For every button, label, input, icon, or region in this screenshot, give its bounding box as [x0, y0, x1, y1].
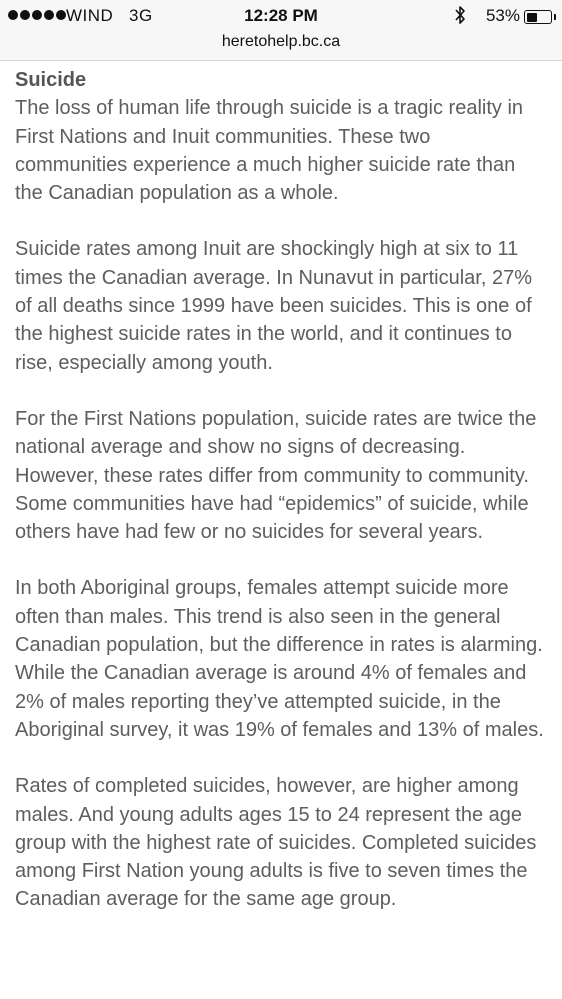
clock: 12:28 PM — [244, 6, 318, 25]
battery-icon — [524, 10, 552, 24]
article-paragraph-3: For the First Nations population, suicid… — [15, 407, 537, 544]
article-paragraph-2: Suicide rates among Inuit are shockingly… — [15, 238, 532, 374]
bluetooth-icon — [455, 6, 465, 24]
battery-tip — [553, 14, 556, 20]
article-paragraph-4: In both Aboriginal groups, females attem… — [15, 577, 544, 741]
article-paragraph-1: The loss of human life through suicide i… — [15, 97, 524, 205]
address-bar[interactable]: heretohelp.bc.ca — [221, 33, 341, 50]
browser-chrome: WIND 3G 12:28 PM 53% heretohelp.bc.ca — [0, 0, 562, 61]
signal-dots-icon — [8, 10, 66, 20]
article-paragraph-5: Rates of completed suicides, however, ar… — [15, 775, 537, 911]
article-heading: Suicide — [15, 69, 87, 91]
battery-level — [526, 12, 538, 22]
carrier-label: WIND 3G — [66, 6, 153, 26]
network-type: 3G — [129, 6, 153, 25]
battery-percent: 53% — [485, 6, 520, 25]
carrier-name: WIND — [66, 6, 114, 25]
status-bar: WIND 3G 12:28 PM 53% — [0, 4, 562, 30]
article: Suicide The loss of human life through s… — [15, 66, 545, 942]
